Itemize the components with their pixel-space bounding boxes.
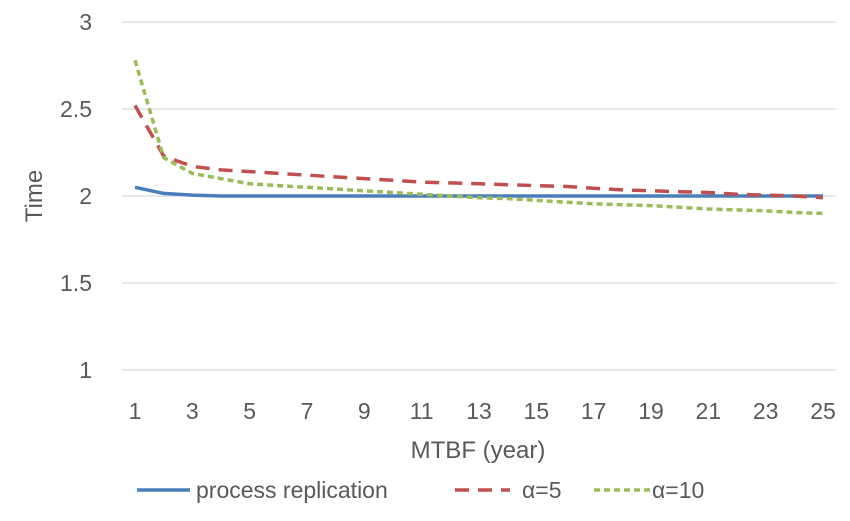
- legend-label: α=10: [652, 477, 704, 503]
- y-tick-label: 3: [79, 9, 92, 35]
- x-tick-label: 19: [638, 398, 664, 424]
- x-axis-title: MTBF (year): [411, 437, 546, 464]
- x-tick-label: 15: [524, 398, 550, 424]
- y-tick-label: 1.5: [60, 270, 92, 296]
- series-lines: [133, 59, 824, 216]
- x-tick-label: 25: [810, 398, 836, 424]
- x-tick-label: 11: [410, 398, 434, 424]
- x-tick-label: 7: [301, 398, 314, 424]
- legend-label: α=5: [522, 477, 562, 503]
- x-tick-label: 3: [186, 398, 199, 424]
- y-tick-label: 2: [79, 183, 92, 209]
- series-line-1: [134, 185, 823, 198]
- x-tick-label: 1: [129, 398, 142, 424]
- legend-label: process replication: [196, 477, 388, 503]
- series-line-3: [133, 59, 824, 216]
- x-tick-labels: 1 3 5 7 9 11 13 15 17 19 21 23 25: [129, 398, 836, 424]
- x-tick-label: 9: [358, 398, 371, 424]
- x-tick-label: 17: [581, 398, 607, 424]
- y-tick-labels: 1 1.5 2 2.5 3: [60, 9, 92, 383]
- series-line-2: [133, 104, 824, 200]
- x-tick-label: 13: [466, 398, 492, 424]
- x-tick-label: 21: [696, 398, 722, 424]
- legend: process replication α=5 α=10: [137, 477, 704, 503]
- x-tick-label: 5: [243, 398, 256, 424]
- x-tick-label: 23: [753, 398, 779, 424]
- y-tick-label: 1: [79, 357, 92, 383]
- y-axis-title: Time: [21, 170, 48, 222]
- y-tick-label: 2.5: [60, 96, 92, 122]
